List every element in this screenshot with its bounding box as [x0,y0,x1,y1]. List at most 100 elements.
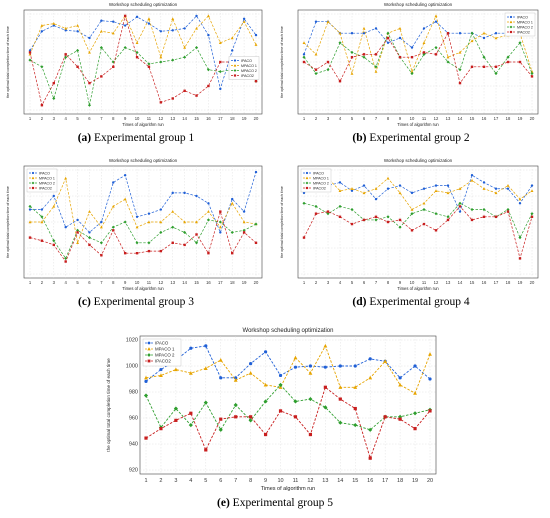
chart-p3-point-s2 [159,230,163,234]
chart-p3-point-s1 [76,241,80,244]
chart-p3-legend-label: MPACO 2 [39,181,55,185]
chart-p2-xtick-label: 6 [363,116,366,121]
chart-p5-xtick-label: 3 [174,478,177,484]
chart-p3-point-s0 [254,170,258,174]
chart-p1-point-s2 [183,55,187,59]
chart-p5-xtick-label: 1 [144,478,147,484]
chart-p2-point-s3 [314,68,318,71]
chart-p5-point-s0 [219,376,223,380]
chart-p2-point-s0 [362,32,366,35]
chart-p4-legend-label: IPACO2 [313,186,326,190]
chart-p3-point-s0 [147,212,151,215]
chart-p3-legend-label: IPACO [39,171,50,175]
chart-p1-point-s0 [52,24,55,27]
chart-p4-point-s3 [302,236,306,239]
chart-p2-point-s1 [458,50,462,54]
chart-p1-xtick-label: 6 [88,116,91,121]
chart-p5-point-s3 [219,417,223,421]
chart-p2-series-line-3 [303,32,533,84]
chart-p1-point-s0 [207,33,210,37]
chart-p5-legend-label: MPACO 1 [155,346,175,351]
chart-p2-point-s3 [482,65,486,68]
chart-p1-point-s3 [195,94,198,97]
chart-p2-point-s1 [350,71,354,75]
chart-p3-xtick-label: 4 [65,280,68,285]
chart-p5-ylabel: the optimal total completion time of eac… [106,358,111,452]
chart-p2-legend-swatch-marker [509,20,513,24]
chart-p2-point-s3 [386,36,390,40]
chart-p3-point-s0 [207,202,210,205]
chart-p1-xtick-label: 7 [100,116,103,121]
chart-p1-legend-swatch-marker [233,64,237,67]
chart-p2-point-s0 [350,32,354,35]
chart-p4-point-s1 [470,178,474,182]
caption-c-letter: (c) [78,296,91,308]
chart-p5-xtick-label: 11 [293,478,299,484]
chart-p3-point-s3 [123,252,127,255]
chart-p5-point-s0 [249,362,253,366]
chart-p2-xtick-label: 14 [458,116,463,121]
chart-p4-point-s2 [482,207,486,212]
chart-p4-point-s1 [386,176,390,180]
chart-p2-point-s0 [482,36,486,40]
chart-p3-point-s2 [242,228,246,232]
chart-p3-point-s0 [219,231,222,234]
chart-p2-series-line-2 [303,32,533,75]
chart-p4-point-s1 [482,187,486,190]
chart-p4-legend-swatch-marker [305,176,309,180]
chart-p5-point-s1 [144,375,148,380]
chart-p3-point-s2 [99,241,103,245]
chart-p1-xtick-label: 17 [218,116,223,121]
chart-p1-xtick-label: 16 [206,116,211,121]
chart-p5-point-s3 [189,411,193,415]
chart-p5-point-s1 [428,352,432,356]
chart-p1-point-s0 [40,30,44,33]
chart-p2-ylabel: the optimal total completion time of eac… [280,26,284,98]
chart-p5-series-line-1 [145,344,431,394]
chart-p3-xtick-label: 10 [135,280,140,285]
chart-p2-xtick-label: 3 [327,116,330,121]
chart-p3-xtick-label: 11 [147,280,152,285]
chart-p1-point-s1 [28,52,32,56]
chart-p5-point-s2 [143,393,149,398]
chart-p1-point-s0 [242,17,246,20]
chart-p1-point-s2 [64,55,68,59]
chart-p5-xtick-label: 17 [382,478,388,484]
chart-p2-point-s2 [446,60,450,64]
chart-p1-point-s1 [40,23,44,27]
chart-p3-point-s1 [183,220,187,224]
chart-p2-point-s3 [458,81,462,85]
chart-p4-xtick-label: 6 [363,280,366,285]
chart-p4-point-s2 [302,201,306,205]
chart-p3-xtick-label: 17 [218,280,223,285]
chart-p3-xtick-label: 14 [182,280,187,285]
chart-p2-xtick-label: 1 [303,116,306,121]
chart-p3-point-s3 [147,249,151,253]
chart-p3-point-s3 [231,252,234,255]
chart-p5-point-s1 [308,371,313,375]
chart-p1-point-s1 [183,46,187,49]
chart-p3-xtick-label: 6 [88,280,91,285]
chart-p3-point-s1 [123,197,127,201]
chart-p5-point-s2 [323,405,328,410]
chart-p4-point-s3 [362,218,366,222]
chart-p5-point-s0 [159,367,163,372]
chart-p5-point-s0 [234,376,238,380]
chart-p5-point-s3 [174,418,178,422]
chart-p4-point-s0 [398,184,402,187]
chart-p3-point-s3 [112,229,115,232]
chart-p5-point-s1 [248,371,253,375]
chart-p2-point-s3 [494,65,498,68]
chart-p5-point-s1 [398,382,403,387]
chart-p5-point-s3 [353,406,357,411]
chart-p2-point-s1 [302,41,306,44]
chart-p4-point-s3 [386,220,390,224]
chart-p5-point-s1 [159,373,163,378]
chart-p5-xtick-label: 6 [219,478,222,484]
chart-p5-xtick-label: 12 [307,478,313,484]
chart-p5-legend-swatch-marker [147,353,151,357]
chart-p5-point-s3 [413,427,417,431]
chart-p5-point-s0 [368,357,372,361]
chart-p3-xtick-label: 12 [159,280,164,285]
